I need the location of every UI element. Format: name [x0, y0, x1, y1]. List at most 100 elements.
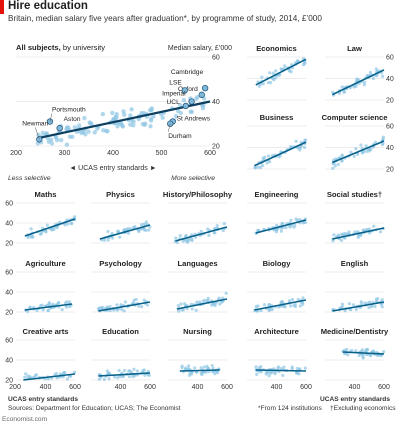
data-point	[30, 234, 34, 239]
data-point	[101, 128, 106, 133]
data-point	[367, 305, 371, 310]
data-point	[303, 366, 307, 370]
data-point	[263, 155, 267, 159]
data-point	[360, 348, 365, 352]
x-tick-label: 600	[69, 384, 81, 391]
data-point	[57, 301, 61, 305]
data-point	[106, 229, 110, 234]
data-point	[132, 225, 136, 229]
sources-note: Sources: Department for Education; UCAS;…	[8, 405, 181, 412]
data-point	[354, 84, 358, 88]
panel-2: Law 20 40 60	[325, 44, 394, 105]
data-point	[107, 377, 111, 381]
data-point	[45, 223, 49, 227]
data-point	[297, 372, 301, 376]
data-point	[67, 300, 72, 304]
data-point	[368, 300, 372, 304]
data-point	[142, 298, 146, 302]
data-point	[110, 110, 115, 116]
data-point	[60, 308, 64, 312]
data-point	[279, 67, 284, 72]
x-tick-label: 600	[144, 384, 156, 391]
panel-title: Languages	[177, 259, 217, 268]
data-point	[331, 166, 335, 170]
data-point	[65, 377, 70, 381]
data-point	[110, 236, 115, 240]
data-point	[256, 165, 260, 169]
data-point	[303, 138, 308, 142]
data-point	[114, 111, 119, 117]
data-point	[266, 154, 271, 158]
data-point	[378, 230, 383, 234]
data-point	[195, 370, 199, 374]
data-point	[368, 70, 372, 75]
data-point	[298, 217, 302, 222]
panel-12: Languages	[168, 259, 228, 313]
x-tick-label: 200	[9, 384, 21, 391]
data-point	[356, 230, 360, 234]
panel-title: Creative arts	[22, 327, 68, 336]
data-point	[160, 115, 165, 120]
data-point	[188, 109, 193, 115]
panel-title: Medicine/Dentistry	[321, 327, 389, 336]
data-point	[380, 305, 384, 309]
data-point	[380, 142, 384, 147]
y-tick-label: 40	[5, 221, 13, 228]
trend-line	[24, 218, 76, 237]
trend-line	[332, 69, 385, 96]
data-point	[141, 222, 146, 226]
y-tick-label: 20	[5, 310, 13, 317]
data-point	[293, 304, 298, 309]
trend-line	[175, 226, 228, 242]
data-point	[128, 227, 132, 231]
data-point	[59, 137, 64, 143]
data-point	[369, 305, 374, 309]
y-tick-label: 20	[386, 98, 394, 105]
data-point	[102, 238, 106, 242]
data-point	[121, 375, 125, 379]
site-credit: Economist.com	[2, 416, 48, 423]
x-tick-label: 200	[10, 150, 22, 157]
data-point	[146, 373, 150, 377]
trend-line	[332, 227, 385, 240]
x-tick-label: 600	[204, 150, 216, 157]
main-y-label: Median salary, £’000	[168, 45, 232, 52]
data-point	[144, 220, 148, 224]
trend-line	[342, 351, 385, 355]
page-title: Hire education	[8, 0, 88, 12]
panel-title: Psychology	[99, 259, 142, 268]
data-point	[361, 228, 365, 232]
data-point	[132, 367, 136, 371]
data-point	[340, 232, 344, 236]
data-point	[340, 154, 344, 158]
data-point	[215, 224, 219, 228]
data-point	[79, 130, 84, 136]
panel-5: Maths 20 40 60	[5, 190, 77, 248]
data-point	[145, 303, 149, 307]
data-point	[190, 238, 194, 243]
data-point	[24, 372, 28, 376]
data-point	[86, 129, 91, 134]
data-point	[177, 309, 181, 313]
data-point	[194, 96, 199, 101]
data-point	[340, 159, 344, 163]
data-point	[174, 236, 178, 240]
data-point	[293, 223, 297, 227]
data-point	[354, 307, 358, 312]
data-point	[222, 221, 226, 226]
data-point	[258, 165, 263, 170]
point-label: Portsmouth	[52, 107, 86, 114]
data-point	[180, 364, 184, 368]
x-tick-label: 500	[156, 150, 168, 157]
data-point	[363, 301, 367, 305]
footnote-economics: †Excluding economics	[330, 405, 396, 412]
trend-line	[254, 299, 307, 311]
labeled-point	[201, 84, 209, 92]
panel-title: Law	[347, 44, 362, 53]
data-point	[200, 106, 206, 111]
data-point	[372, 224, 376, 228]
data-point	[336, 162, 340, 166]
data-point	[134, 297, 138, 302]
data-point	[140, 305, 144, 309]
data-point	[110, 231, 114, 236]
